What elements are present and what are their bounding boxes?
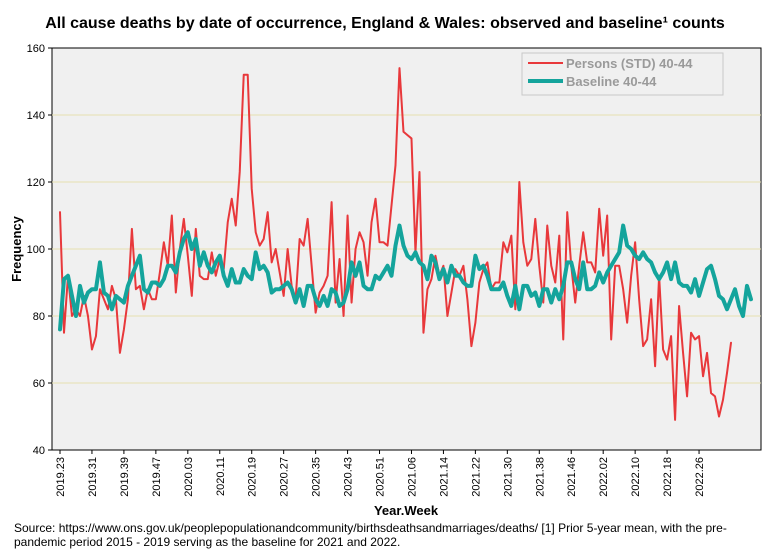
x-tick-label-2022.18: 2022.18	[662, 457, 674, 497]
x-tick-label-2019.47: 2019.47	[151, 457, 163, 497]
x-tick-label-2019.39: 2019.39	[119, 457, 131, 497]
legend-box	[521, 52, 724, 96]
x-tick-label-2020.11: 2020.11	[215, 457, 227, 496]
y-tick-label-140: 140	[27, 110, 45, 122]
x-tick-label-2022.10: 2022.10	[630, 457, 642, 497]
x-tick-label-2019.23: 2019.23	[55, 457, 67, 497]
x-tick-label-2021.14: 2021.14	[438, 457, 450, 497]
x-tick-label-2020.51: 2020.51	[375, 457, 387, 497]
x-tick-label-2020.27: 2020.27	[279, 457, 291, 497]
x-tick-label-2020.43: 2020.43	[343, 457, 355, 497]
chart-title: All cause deaths by date of occurrence, …	[45, 15, 725, 32]
y-tick-label-120: 120	[27, 177, 45, 189]
series-layer	[58, 67, 753, 421]
series-line-baseline	[58, 223, 753, 332]
x-tick-label-2020.19: 2020.19	[247, 457, 259, 497]
y-tick-label-60: 60	[33, 378, 45, 390]
legend-label-baseline: Baseline 40-44	[566, 74, 657, 89]
x-axis: 2019.23 2019.31 2019.39 2019.47 2020.03 2020.…	[55, 450, 706, 497]
x-tick-label-2019.31: 2019.31	[87, 457, 99, 497]
y-axis-title: Frequency	[9, 215, 24, 282]
footnote: Source: https://www.ons.gov.uk/peoplepop…	[14, 521, 727, 549]
x-tick-label-2021.06: 2021.06	[406, 457, 418, 497]
x-tick-label-2020.35: 2020.35	[311, 457, 323, 497]
y-tick-label-40: 40	[33, 445, 45, 457]
x-tick-label-2021.38: 2021.38	[534, 457, 546, 497]
x-tick-label-2022.26: 2022.26	[694, 457, 706, 497]
x-tick-label-2021.46: 2021.46	[566, 457, 578, 497]
chart: All cause deaths by date of occurrence, …	[9, 15, 762, 518]
x-axis-title: Year.Week	[374, 503, 439, 518]
legend: Persons (STD) 40-44 Baseline 40-44	[521, 52, 724, 96]
y-axis: 40 60 80 100 120 140 160	[27, 43, 52, 457]
series-line-persons	[59, 67, 732, 421]
y-tick-label-160: 160	[27, 43, 45, 55]
y-tick-label-100: 100	[27, 244, 45, 256]
x-tick-label-2020.03: 2020.03	[183, 457, 195, 497]
x-tick-label-2021.30: 2021.30	[502, 457, 514, 497]
y-tick-label-80: 80	[33, 311, 45, 323]
x-tick-label-2021.22: 2021.22	[470, 457, 482, 497]
x-tick-label-2022.02: 2022.02	[598, 457, 610, 497]
legend-label-persons: Persons (STD) 40-44	[566, 56, 693, 71]
